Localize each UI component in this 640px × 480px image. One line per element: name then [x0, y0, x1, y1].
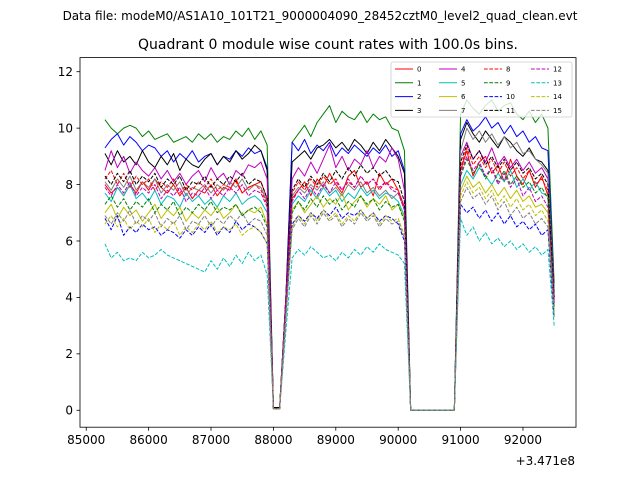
x-tick-label: 92000	[504, 433, 542, 447]
series-line-13	[104, 217, 555, 411]
y-tick-label: 2	[65, 347, 73, 361]
series-line-6	[104, 175, 555, 411]
y-tick-label: 12	[58, 65, 73, 79]
chart-title: Quadrant 0 module wise count rates with …	[138, 37, 518, 53]
x-tick-label: 90000	[379, 433, 417, 447]
legend-label-3: 3	[417, 107, 421, 115]
legend-label-14: 14	[553, 93, 562, 101]
legend-label-9: 9	[506, 79, 510, 87]
series-line-9	[104, 158, 555, 411]
series-line-8	[104, 147, 555, 411]
legend-label-11: 11	[506, 107, 515, 115]
legend-label-6: 6	[461, 93, 466, 101]
x-tick-label: 87000	[192, 433, 230, 447]
series-line-12	[104, 155, 555, 411]
legend-label-8: 8	[506, 66, 510, 74]
series-line-2	[104, 116, 555, 411]
y-tick-label: 0	[65, 404, 73, 418]
legend-label-12: 12	[553, 66, 562, 74]
x-tick-label: 86000	[130, 433, 168, 447]
x-tick-label: 85000	[67, 433, 105, 447]
legend-label-10: 10	[506, 93, 515, 101]
x-offset-label: +3.471e8	[516, 454, 575, 468]
y-tick-label: 10	[58, 121, 73, 135]
y-axis-ticks: 0 2 4 6 8 10 12	[58, 65, 80, 418]
legend-label-7: 7	[461, 107, 465, 115]
series-line-10	[104, 203, 555, 411]
x-tick-label: 91000	[441, 433, 479, 447]
legend-label-4: 4	[461, 66, 466, 74]
y-tick-label: 8	[65, 178, 73, 192]
series-group	[104, 99, 555, 411]
y-tick-label: 6	[65, 234, 73, 248]
legend-label-2: 2	[417, 93, 421, 101]
series-line-11	[104, 144, 555, 411]
x-tick-label: 89000	[317, 433, 355, 447]
series-line-3	[104, 121, 555, 411]
legend-label-13: 13	[553, 79, 562, 87]
series-line-14	[104, 181, 555, 411]
legend-box	[390, 61, 573, 118]
y-tick-label: 4	[65, 291, 73, 305]
legend-label-0: 0	[417, 66, 421, 74]
series-line-15	[104, 186, 555, 411]
legend-label-1: 1	[417, 79, 421, 87]
legend-label-5: 5	[461, 79, 465, 87]
x-axis-ticks: 85000 86000 87000 88000 89000 90000 91000 92000	[67, 427, 542, 447]
x-tick-label: 88000	[254, 433, 292, 447]
figure-suptitle: Data file: modeM0/AS1A10_101T21_90000040…	[63, 9, 578, 23]
axes-frame	[79, 57, 577, 428]
legend-label-15: 15	[553, 107, 562, 115]
